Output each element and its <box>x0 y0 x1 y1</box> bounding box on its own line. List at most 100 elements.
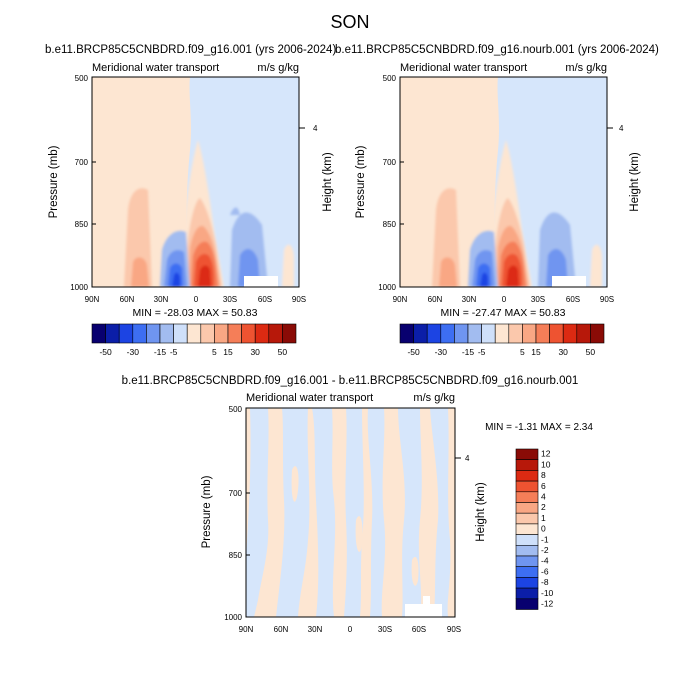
colorbar-c-swatch <box>515 544 539 557</box>
panel-c-ylabel: Pressure (mb) <box>201 475 213 548</box>
panel-a-stats: MIN = -28.03 MAX = 50.83 <box>133 307 258 319</box>
panel-c-x-tick-label: 90S <box>447 625 461 634</box>
colorbar-a-swatch <box>186 323 202 344</box>
panel-c-y-tick-label: 700 <box>229 489 243 498</box>
colorbar-c-swatch <box>515 587 539 600</box>
panel-a-x-tick-label: 60N <box>120 295 135 304</box>
colorbar-b-swatch <box>508 323 523 344</box>
colorbar-a-label: 5 <box>212 347 217 357</box>
panel-a-y-tick-label: 700 <box>75 158 89 167</box>
colorbar-c-label: 10 <box>541 459 551 469</box>
colorbar-b-label: 15 <box>531 347 541 357</box>
colorbar-b-label: -15 <box>462 347 475 357</box>
panel-c-frame <box>245 407 456 618</box>
panel-a-y-tick-label: 850 <box>75 220 89 229</box>
colorbar-a-swatch <box>173 323 188 344</box>
colorbar-b-label: -50 <box>407 347 420 357</box>
panel-c-right-tick-label: 4 <box>465 454 470 463</box>
panel-a-ylabel: Pressure (mb) <box>48 145 60 218</box>
panel-b-left-label: Meridional water transport <box>400 62 527 74</box>
panel-b-y-tick-label: 500 <box>383 74 397 83</box>
colorbar-b-label: -5 <box>478 347 486 357</box>
panel-a-x-tick-label: 60S <box>258 295 272 304</box>
colorbar-a-label: -30 <box>127 347 140 357</box>
panel-c-y-tick-label: 850 <box>229 551 243 560</box>
colorbar-a-swatch <box>241 323 256 344</box>
colorbar-b-label: 5 <box>520 347 525 357</box>
panel-c-right-label: m/s g/kg <box>413 392 455 404</box>
colorbar-a-label: -15 <box>154 347 167 357</box>
panel-b-x-tick-label: 90N <box>393 295 408 304</box>
colorbar-c-label: -2 <box>541 545 549 555</box>
colorbar-c-label: 4 <box>541 492 546 502</box>
panel-a: b.e11.BRCP85C5CNBDRD.f09_g16.001 (yrs 20… <box>45 44 336 319</box>
colorbar-c-swatch <box>515 512 539 525</box>
panel-b-y-tick-label: 1000 <box>378 283 396 292</box>
panel-b-x-ticks: 90N 60N 30N 0 30S 60S 90S <box>393 295 614 304</box>
colorbar-a-swatch <box>146 323 161 344</box>
colorbar-c-swatch <box>515 470 539 482</box>
colorbar-b-swatch <box>454 323 469 344</box>
panel-c-y-tick-label: 500 <box>229 405 243 414</box>
colorbar-b-swatch <box>467 323 482 344</box>
panel-b-plot <box>400 77 607 287</box>
colorbar-c-swatch <box>515 448 539 460</box>
panel-b-y-tick-label: 700 <box>383 158 397 167</box>
colorbar-b-swatch <box>494 323 510 344</box>
panel-b-x-tick-label: 30N <box>462 295 477 304</box>
panel-a-y-tick-label: 500 <box>75 74 89 83</box>
colorbar-a-swatch <box>132 323 147 344</box>
colorbar-b-label: -30 <box>435 347 448 357</box>
panel-b-stats: MIN = -27.47 MAX = 50.83 <box>441 307 566 319</box>
colorbar-c-label: 2 <box>541 502 546 512</box>
panel-c-x-tick-label: 60S <box>412 625 426 634</box>
colorbar-b-swatch <box>549 323 564 344</box>
colorbar-panel-a: -50 -30 -15 -5 5 15 30 50 <box>91 323 297 357</box>
colorbar-a-swatch <box>118 323 134 344</box>
panel-b-ylabel-right: Height (km) <box>629 152 641 212</box>
colorbar-a-label: 30 <box>250 347 260 357</box>
colorbar-c-label: 0 <box>541 524 546 534</box>
colorbar-c-label: -1 <box>541 534 549 544</box>
colorbar-a-swatch <box>254 323 270 344</box>
colorbar-c-label: 6 <box>541 481 546 491</box>
panel-c-x-tick-label: 30N <box>308 625 323 634</box>
panel-b-y-tick-label: 850 <box>383 220 397 229</box>
colorbar-panel-b: -50 -30 -15 -5 5 15 30 50 <box>399 323 605 357</box>
panel-a-x-tick-label: 30S <box>223 295 237 304</box>
panel-a-left-label: Meridional water transport <box>92 62 219 74</box>
panel-b-x-tick-label: 0 <box>502 295 507 304</box>
panel-a-frame <box>91 76 300 288</box>
panel-b-frame <box>399 76 608 288</box>
panel-b-x-tick-label: 30S <box>531 295 545 304</box>
panel-c-y-tick-label: 1000 <box>224 613 242 622</box>
colorbar-c-label: 12 <box>541 449 551 459</box>
panel-a-plot <box>92 77 299 287</box>
panel-a-title: b.e11.BRCP85C5CNBDRD.f09_g16.001 (yrs 20… <box>45 44 336 56</box>
panel-a-x-tick-label: 0 <box>194 295 199 304</box>
colorbar-b-swatch <box>399 323 414 344</box>
colorbar-c-swatch <box>515 566 539 578</box>
colorbar-c-label: 8 <box>541 470 546 480</box>
colorbar-a-swatch <box>200 323 215 344</box>
panel-c-x-tick-label: 60N <box>274 625 289 634</box>
colorbar-c-label: -8 <box>541 577 549 587</box>
colorbar-a-swatch <box>159 323 174 344</box>
panel-c-stats: MIN = -1.31 MAX = 2.34 <box>485 422 593 433</box>
panel-a-y-ticks: 500 700 850 1000 <box>70 74 96 292</box>
colorbar-a-label: -50 <box>99 347 112 357</box>
colorbar-b-swatch <box>413 323 428 344</box>
panel-b: b.e11.BRCP85C5CNBDRD.f09_g16.nourb.001 (… <box>335 44 659 319</box>
colorbar-b-label: 50 <box>586 347 596 357</box>
colorbar-c-swatch <box>515 577 539 589</box>
panel-c-x-tick-label: 30S <box>378 625 392 634</box>
panel-c-x-ticks: 90N 60N 30N 0 30S 60S 90S <box>239 625 461 634</box>
panel-a-x-ticks: 90N 60N 30N 0 30S 60S 90S <box>85 295 306 304</box>
colorbar-b-swatch <box>426 323 442 344</box>
panel-b-x-tick-label: 60N <box>428 295 443 304</box>
colorbar-c-label: -10 <box>541 588 554 598</box>
panel-c-x-tick-label: 90N <box>239 625 254 634</box>
panel-a-y-tick-label: 1000 <box>70 283 88 292</box>
